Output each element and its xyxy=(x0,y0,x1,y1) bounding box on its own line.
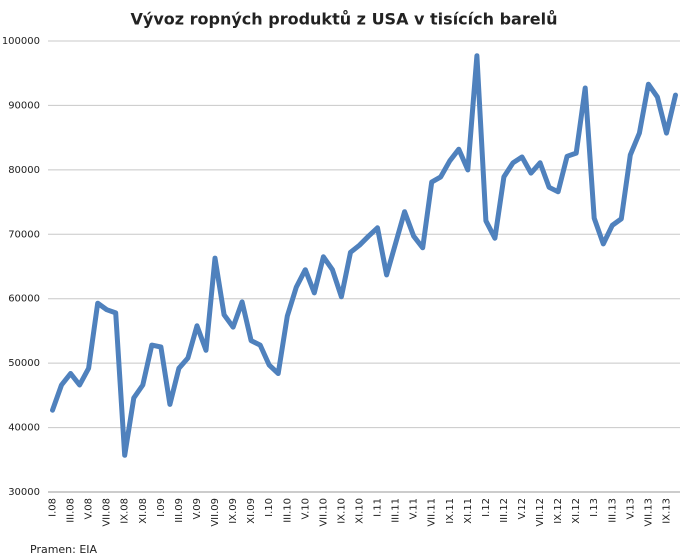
x-tick-label: V.11 xyxy=(409,498,420,519)
x-tick-label: VII.13 xyxy=(643,498,654,527)
x-tick-label: III.08 xyxy=(66,498,77,523)
x-tick-label: XI.12 xyxy=(571,498,582,524)
x-tick-label: III.12 xyxy=(499,498,510,523)
x-tick-label: VII.11 xyxy=(427,498,438,527)
y-tick-label: 50000 xyxy=(8,358,40,369)
x-tick-label: I.10 xyxy=(264,498,275,517)
x-tick-label: IX.11 xyxy=(445,498,456,524)
y-tick-label: 80000 xyxy=(8,165,40,176)
x-tick-label: III.13 xyxy=(607,498,618,523)
x-tick-label: I.12 xyxy=(481,498,492,517)
x-tick-label: IX.13 xyxy=(661,498,672,524)
x-tick-label: IX.08 xyxy=(120,498,131,524)
x-tick-label: VII.09 xyxy=(210,498,221,527)
y-tick-label: 100000 xyxy=(2,36,40,47)
x-tick-label: XI.11 xyxy=(463,498,474,524)
x-tick-label: IX.12 xyxy=(553,498,564,524)
x-tick-label: VII.08 xyxy=(102,498,113,527)
x-tick-label: VII.10 xyxy=(318,498,329,527)
x-tick-label: V.12 xyxy=(517,498,528,519)
source: Pramen: EIA xyxy=(30,543,98,556)
x-tick-label: III.11 xyxy=(391,498,402,523)
chart-title: Vývoz ropných produktů z USA v tisících … xyxy=(131,10,558,29)
x-tick-label: XI.08 xyxy=(138,498,149,524)
x-tick-label: III.09 xyxy=(174,498,185,523)
x-tick-label: XI.10 xyxy=(354,498,365,524)
y-tick-label: 40000 xyxy=(8,423,40,434)
x-tick-label: V.08 xyxy=(84,498,95,519)
x-tick-label: I.13 xyxy=(589,498,600,517)
x-tick-label: IX.10 xyxy=(336,498,347,524)
y-tick-label: 60000 xyxy=(8,294,40,305)
x-tick-label: V.10 xyxy=(300,498,311,519)
x-tick-label: I.11 xyxy=(373,498,384,517)
series-line xyxy=(50,53,678,458)
y-tick-label: 70000 xyxy=(8,229,40,240)
x-tick-label: VII.12 xyxy=(535,498,546,527)
x-tick-label: V.09 xyxy=(192,498,203,519)
x-tick-label: III.10 xyxy=(282,498,293,523)
y-tick-label: 90000 xyxy=(8,100,40,111)
x-tick-label: IX.09 xyxy=(228,498,239,524)
y-tick-label: 30000 xyxy=(8,487,40,498)
x-tick-label: V.13 xyxy=(625,498,636,519)
x-tick-label: I.08 xyxy=(48,498,59,517)
x-tick-label: XI.09 xyxy=(246,498,257,524)
x-tick-label: I.09 xyxy=(156,498,167,517)
